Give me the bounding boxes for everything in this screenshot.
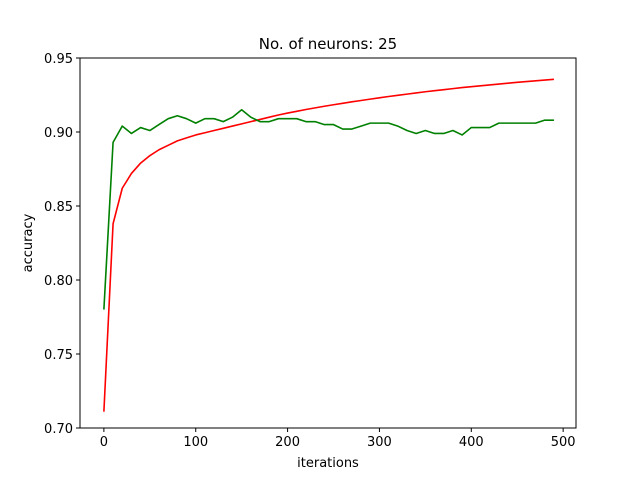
x-axis-label: iterations: [297, 456, 359, 471]
series-line-1: [103, 78, 555, 412]
axes-frame: [79, 57, 577, 429]
x-tick-label: 300: [367, 435, 392, 450]
y-tick-label: 0.95: [44, 52, 73, 67]
x-tick-label: 0: [100, 435, 108, 450]
y-axis: 0.70 0.75 0.80 0.85 0.90 0.95: [44, 52, 80, 437]
plot-area: [103, 78, 555, 412]
chart-title: No. of neurons: 25: [259, 35, 397, 53]
y-axis-label: accuracy: [21, 213, 36, 272]
x-tick-label: 400: [459, 435, 484, 450]
y-tick-label: 0.85: [44, 200, 73, 215]
x-tick-label: 100: [183, 435, 208, 450]
y-tick-label: 0.80: [44, 274, 73, 289]
x-tick-label: 200: [275, 435, 300, 450]
y-tick-label: 0.70: [44, 422, 73, 437]
x-axis: 0 100 200 300 400 500: [100, 428, 576, 450]
y-tick-label: 0.75: [44, 348, 73, 363]
y-tick-label: 0.90: [44, 126, 73, 141]
x-tick-label: 500: [551, 435, 576, 450]
series-line-2: [103, 109, 554, 310]
